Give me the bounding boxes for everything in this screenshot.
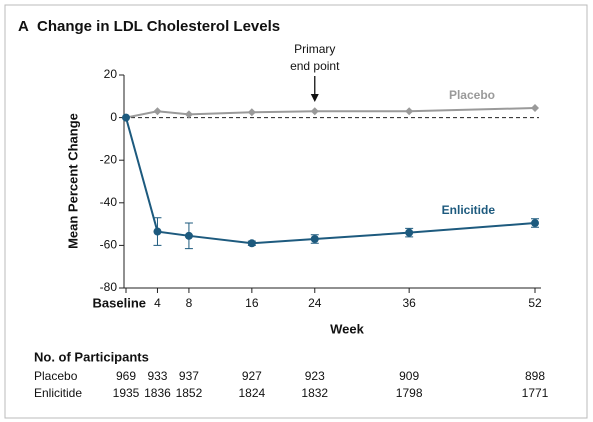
point (310, 107, 319, 116)
table-count: 898 (525, 369, 545, 383)
point (153, 227, 162, 236)
point (247, 108, 256, 117)
table-count: 927 (242, 369, 262, 383)
series-label: Placebo (449, 88, 495, 102)
x-tick-label: 4 (154, 296, 161, 310)
point (247, 239, 256, 248)
table-count: 923 (305, 369, 325, 383)
table-row-label: Placebo (34, 369, 78, 383)
y-tick-label: -80 (100, 280, 118, 294)
chart-title: Change in LDL Cholesterol Levels (37, 18, 280, 35)
x-tick-label: 8 (186, 296, 193, 310)
point (184, 110, 193, 119)
y-tick-label: -40 (100, 195, 118, 209)
x-tick-label: 36 (402, 296, 416, 310)
y-tick-label: 0 (110, 110, 117, 124)
x-tick-label: 24 (308, 296, 322, 310)
x-tick-label: 52 (528, 296, 542, 310)
table-count: 1832 (301, 386, 328, 400)
y-tick-label: -60 (100, 238, 118, 252)
y-tick-label: -20 (100, 152, 118, 166)
annotation-text: Primary (294, 42, 335, 56)
table-title: No. of Participants (34, 349, 149, 364)
y-tick-label: 20 (104, 67, 118, 81)
point (122, 113, 130, 122)
frame (4, 4, 588, 419)
panel-label: A (18, 18, 29, 35)
point (405, 107, 414, 116)
table-count: 933 (147, 369, 167, 383)
point (153, 107, 162, 116)
point (405, 228, 414, 237)
point (310, 235, 319, 244)
series-label: Enlicitide (442, 203, 496, 217)
table-count: 937 (179, 369, 199, 383)
x-tick-label: 16 (245, 296, 259, 310)
table-count: 1935 (113, 386, 140, 400)
point (531, 219, 539, 228)
annotation-arrowhead (310, 94, 319, 102)
table-count: 1836 (144, 386, 171, 400)
table-count: 1798 (396, 386, 423, 400)
point (531, 104, 539, 113)
table-count: 1771 (522, 386, 549, 400)
point (184, 231, 193, 240)
table-count: 969 (116, 369, 136, 383)
table-count: 1852 (176, 386, 203, 400)
annotation-text: end point (290, 59, 340, 73)
x-axis-label: Week (330, 321, 364, 336)
table-count: 1824 (238, 386, 265, 400)
x-tick-label: Baseline (93, 295, 146, 310)
table-row-label: Enlicitide (34, 386, 82, 400)
y-axis-label: Mean Percent Change (65, 113, 80, 249)
table-count: 909 (399, 369, 419, 383)
